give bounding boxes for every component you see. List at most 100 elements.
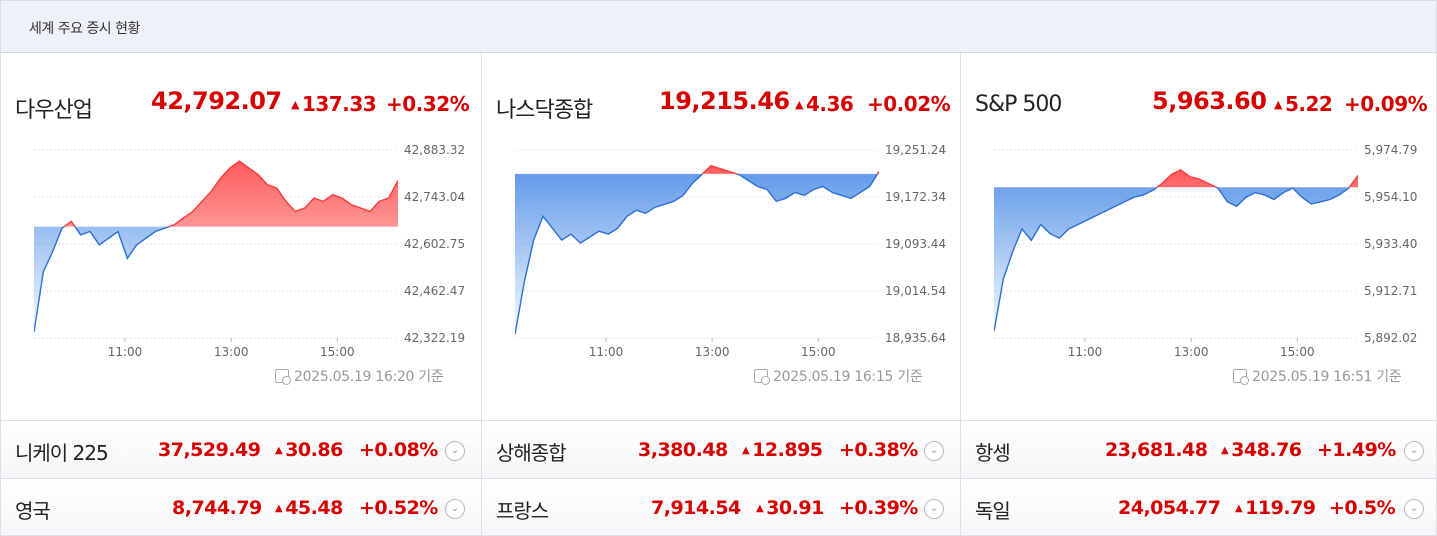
index-percent: +0.08% bbox=[359, 439, 438, 461]
up-arrow-icon: ▲ bbox=[275, 445, 283, 456]
area-above-baseline bbox=[994, 169, 1358, 188]
index-name: 프랑스 bbox=[496, 499, 549, 523]
index-name: 나스닥종합 bbox=[496, 98, 593, 123]
index-percent: +0.09% bbox=[1344, 92, 1428, 116]
timestamp-text: 2025.05.19 16:20 기준 bbox=[294, 369, 444, 385]
index-change: ▲ 30.86 bbox=[275, 439, 343, 461]
x-tick-label: 15:00 bbox=[1280, 345, 1315, 359]
price-line-up bbox=[63, 160, 398, 227]
chevron-down-icon[interactable]: ⌄ bbox=[924, 441, 944, 461]
index-change: ▲ 5.22 bbox=[1274, 92, 1333, 116]
index-percent: +1.49% bbox=[1317, 439, 1396, 461]
y-tick-label: 5,933.40 bbox=[1364, 237, 1417, 251]
area-below-baseline bbox=[994, 187, 1350, 332]
timestamp: 2025.05.19 16:20 기준 bbox=[275, 366, 444, 386]
intraday-chart: 19,251.24 19,172.34 19,093.44 19,014.54 18,9… bbox=[515, 143, 946, 359]
index-row-germany[interactable]: 독일 24,054.77 ▲ 119.79 +0.5% ⌄ bbox=[960, 479, 1437, 536]
index-percent: +0.5% bbox=[1329, 497, 1396, 519]
intraday-chart: 5,974.79 5,954.10 5,933.40 5,912.71 5,892.02… bbox=[994, 143, 1417, 359]
index-change-value: 5.22 bbox=[1284, 92, 1333, 116]
index-change: ▲ 30.91 bbox=[756, 497, 824, 519]
up-arrow-icon: ▲ bbox=[1235, 503, 1243, 514]
index-price: 37,529.49 bbox=[158, 439, 261, 461]
up-arrow-icon: ▲ bbox=[1274, 98, 1282, 111]
index-change-value: 4.36 bbox=[805, 92, 854, 116]
price-line-up bbox=[1155, 169, 1358, 188]
index-change-value: 12.895 bbox=[752, 439, 823, 461]
section-title: 세계 주요 증시 현황 bbox=[29, 21, 140, 37]
index-name: 상해종합 bbox=[496, 441, 567, 465]
y-tick-label: 5,912.71 bbox=[1364, 284, 1417, 298]
clock-icon bbox=[275, 369, 291, 385]
up-arrow-icon: ▲ bbox=[756, 503, 764, 514]
index-percent: +0.02% bbox=[867, 92, 951, 116]
up-arrow-icon: ▲ bbox=[795, 98, 803, 111]
x-tick-label: 15:00 bbox=[801, 345, 836, 359]
y-tick-label: 42,602.75 bbox=[404, 237, 465, 251]
timestamp-text: 2025.05.19 16:15 기준 bbox=[773, 369, 923, 385]
index-panel-dow[interactable]: 다우산업 42,792.07 ▲ 137.33 +0.32% 42,883.32 4… bbox=[0, 53, 481, 421]
index-price: 42,792.07 bbox=[151, 87, 282, 115]
y-tick-label: 42,322.19 bbox=[404, 331, 465, 345]
y-tick-label: 42,462.47 bbox=[404, 284, 465, 298]
y-tick-label: 5,974.79 bbox=[1364, 143, 1417, 157]
index-row-france[interactable]: 프랑스 7,914.54 ▲ 30.91 +0.39% ⌄ bbox=[481, 479, 960, 536]
chevron-down-icon[interactable]: ⌄ bbox=[445, 499, 465, 519]
x-tick-label: 11:00 bbox=[108, 345, 143, 359]
index-percent: +0.52% bbox=[359, 497, 438, 519]
up-arrow-icon: ▲ bbox=[1221, 445, 1229, 456]
y-tick-label: 19,251.24 bbox=[885, 143, 946, 157]
index-change: ▲ 348.76 bbox=[1221, 439, 1302, 461]
index-name: 다우산업 bbox=[15, 98, 93, 123]
chevron-down-icon[interactable]: ⌄ bbox=[1404, 441, 1424, 461]
index-percent: +0.32% bbox=[386, 92, 470, 116]
index-row-hangseng[interactable]: 항셍 23,681.48 ▲ 348.76 +1.49% ⌄ bbox=[960, 421, 1437, 479]
index-name: 니케이 225 bbox=[15, 441, 109, 465]
index-change: ▲ 4.36 bbox=[795, 92, 854, 116]
index-name: 항셍 bbox=[975, 441, 1011, 465]
index-change-value: 45.48 bbox=[285, 497, 343, 519]
area-below-baseline bbox=[515, 173, 878, 335]
index-price: 8,744.79 bbox=[172, 497, 262, 519]
y-tick-label: 5,892.02 bbox=[1364, 331, 1417, 345]
index-change-value: 348.76 bbox=[1231, 439, 1302, 461]
index-price: 7,914.54 bbox=[651, 497, 741, 519]
area-below-baseline bbox=[34, 226, 170, 333]
index-row-shanghai[interactable]: 상해종합 3,380.48 ▲ 12.895 +0.38% ⌄ bbox=[481, 421, 960, 479]
section-header: 세계 주요 증시 현황 bbox=[0, 0, 1437, 53]
index-price: 5,963.60 bbox=[1152, 87, 1267, 115]
index-row-nikkei[interactable]: 니케이 225 37,529.49 ▲ 30.86 +0.08% ⌄ bbox=[0, 421, 481, 479]
price-line-down bbox=[515, 173, 879, 335]
index-percent: +0.39% bbox=[839, 497, 918, 519]
y-tick-label: 5,954.10 bbox=[1364, 190, 1417, 204]
index-change: ▲ 137.33 bbox=[291, 92, 377, 116]
index-panel-nasdaq[interactable]: 나스닥종합 19,215.46 ▲ 4.36 +0.02% 19,251.24 19… bbox=[481, 53, 960, 421]
x-tick-label: 13:00 bbox=[695, 345, 730, 359]
timestamp: 2025.05.19 16:51 기준 bbox=[1233, 366, 1402, 386]
y-tick-label: 42,883.32 bbox=[404, 143, 465, 157]
area-above-baseline bbox=[34, 161, 398, 227]
x-tick-label: 13:00 bbox=[1174, 345, 1209, 359]
index-price: 19,215.46 bbox=[659, 87, 790, 115]
index-change-value: 137.33 bbox=[301, 92, 377, 116]
index-panel-sp500[interactable]: S&P 500 5,963.60 ▲ 5.22 +0.09% 5,974.79 5,… bbox=[960, 53, 1437, 421]
index-name: S&P 500 bbox=[975, 92, 1062, 117]
chevron-down-icon[interactable]: ⌄ bbox=[924, 499, 944, 519]
index-percent: +0.38% bbox=[839, 439, 918, 461]
x-tick-label: 11:00 bbox=[589, 345, 624, 359]
index-price: 24,054.77 bbox=[1118, 497, 1221, 519]
chevron-down-icon[interactable]: ⌄ bbox=[1404, 499, 1424, 519]
chevron-down-icon[interactable]: ⌄ bbox=[445, 441, 465, 461]
price-line-down bbox=[994, 187, 1351, 332]
clock-icon bbox=[754, 369, 770, 385]
index-change: ▲ 119.79 bbox=[1235, 497, 1316, 519]
clock-icon bbox=[1233, 369, 1249, 385]
index-change-value: 30.86 bbox=[285, 439, 343, 461]
index-change-value: 119.79 bbox=[1245, 497, 1316, 519]
index-row-uk[interactable]: 영국 8,744.79 ▲ 45.48 +0.52% ⌄ bbox=[0, 479, 481, 536]
timestamp: 2025.05.19 16:15 기준 bbox=[754, 366, 923, 386]
x-tick-label: 13:00 bbox=[214, 345, 249, 359]
y-tick-label: 18,935.64 bbox=[885, 331, 946, 345]
x-tick-label: 15:00 bbox=[320, 345, 355, 359]
y-tick-label: 42,743.04 bbox=[404, 190, 465, 204]
